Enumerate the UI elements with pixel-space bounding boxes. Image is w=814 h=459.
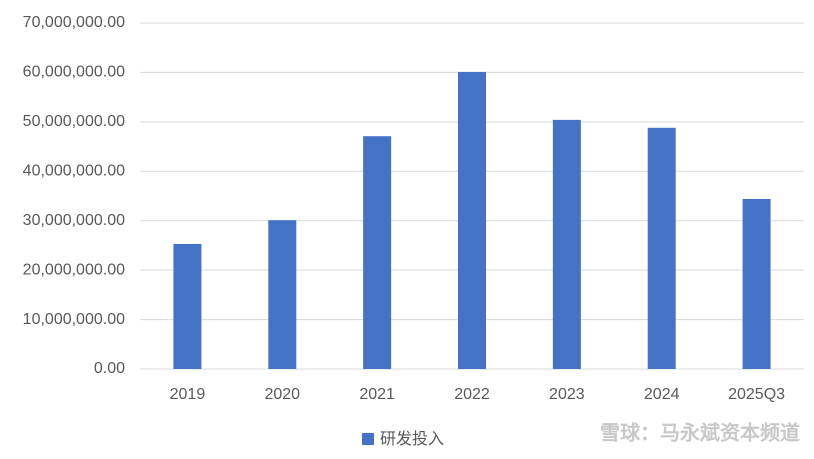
legend-swatch bbox=[362, 433, 374, 445]
y-tick-label: 60,000,000.00 bbox=[23, 64, 125, 81]
legend-label: 研发投入 bbox=[380, 430, 444, 448]
bar bbox=[363, 136, 392, 369]
y-tick-label: 0.00 bbox=[94, 360, 125, 377]
y-tick-label: 40,000,000.00 bbox=[23, 163, 125, 180]
watermark: 雪球：马永斌资本频道 bbox=[600, 420, 800, 444]
x-tick-label: 2022 bbox=[454, 386, 490, 403]
bar bbox=[268, 220, 297, 369]
x-tick-label: 2025Q3 bbox=[728, 386, 785, 403]
x-tick-label: 2019 bbox=[170, 386, 206, 403]
bar bbox=[173, 243, 202, 369]
y-tick-label: 70,000,000.00 bbox=[23, 14, 125, 31]
bar bbox=[552, 119, 581, 369]
bar bbox=[458, 71, 486, 369]
x-tick-label: 2021 bbox=[359, 386, 395, 403]
y-tick-label: 30,000,000.00 bbox=[23, 212, 125, 229]
x-tick-label: 2023 bbox=[549, 386, 585, 403]
bar bbox=[647, 127, 676, 369]
x-tick-label: 2024 bbox=[644, 386, 680, 403]
y-tick-label: 10,000,000.00 bbox=[23, 311, 125, 328]
y-tick-label: 20,000,000.00 bbox=[23, 261, 125, 278]
bar bbox=[742, 198, 771, 369]
x-tick-label: 2020 bbox=[264, 386, 300, 403]
y-tick-label: 50,000,000.00 bbox=[23, 113, 125, 130]
